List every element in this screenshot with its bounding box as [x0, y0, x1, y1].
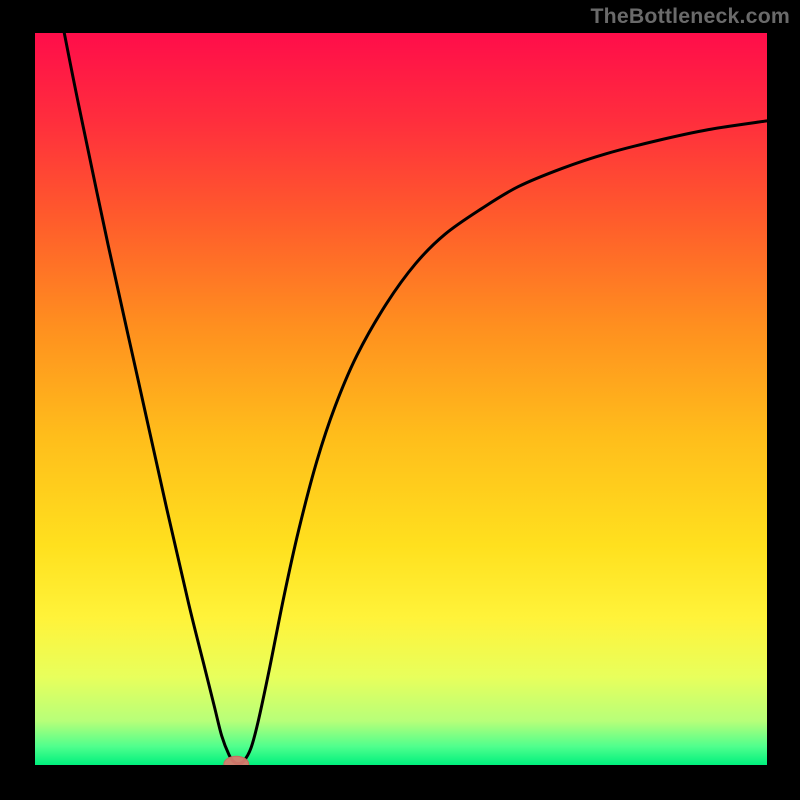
gradient-background [35, 33, 767, 765]
plot-area [35, 33, 767, 765]
watermark-label: TheBottleneck.com [590, 4, 790, 29]
chart-container: TheBottleneck.com [0, 0, 800, 800]
bottleneck-curve-chart [35, 33, 767, 765]
